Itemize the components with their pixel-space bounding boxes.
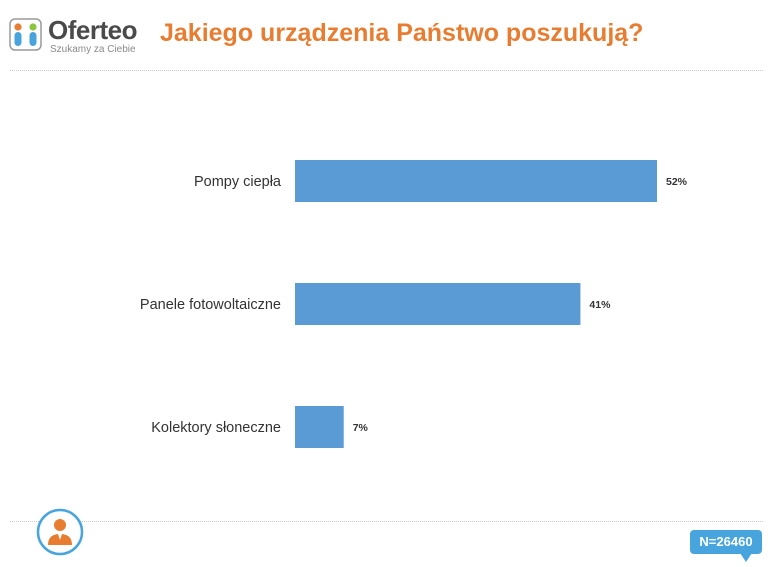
brand-logo: Oferteo Szukamy za Ciebie: [9, 15, 169, 55]
top-divider: [10, 70, 763, 71]
brand-name: Oferteo: [48, 15, 137, 45]
value-label: 52%: [666, 176, 688, 188]
category-label: Kolektory słoneczne: [151, 420, 281, 436]
bar: [295, 283, 581, 325]
bar: [295, 406, 344, 448]
category-label: Pompy ciepła: [194, 174, 282, 190]
page-title: Jakiego urządzenia Państwo poszukują?: [160, 19, 644, 47]
bottom-divider: [10, 521, 763, 522]
sample-size-badge-tail: [740, 553, 752, 562]
person-icon: [36, 508, 84, 556]
brand-tagline: Szukamy za Ciebie: [50, 44, 136, 55]
category-label: Panele fotowoltaiczne: [140, 297, 281, 313]
value-label: 41%: [589, 299, 611, 311]
oferteo-logo-icon: [9, 18, 42, 51]
bar: [295, 160, 657, 202]
sample-size-badge: N=26460: [690, 530, 762, 554]
value-label: 7%: [353, 422, 369, 434]
